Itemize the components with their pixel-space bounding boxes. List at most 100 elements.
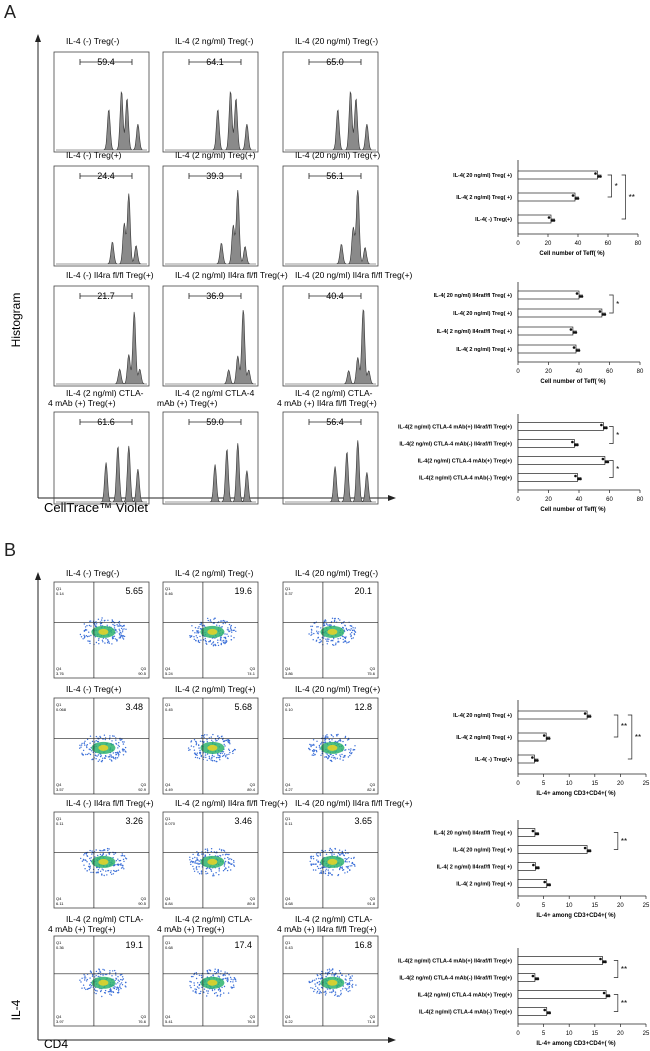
flow-dot <box>113 987 116 990</box>
q2-value: 19.6 <box>234 586 252 596</box>
gate-value: 61.6 <box>97 417 115 427</box>
flow-dot <box>226 979 228 981</box>
flow-dot <box>226 640 228 642</box>
flow-dot <box>325 735 327 737</box>
histogram-curve <box>285 440 376 503</box>
flow-dot <box>119 636 122 638</box>
flow-dot <box>115 742 117 745</box>
flow-dot <box>227 856 229 859</box>
flow-dot <box>195 988 198 991</box>
flow-dot <box>107 849 109 852</box>
flow-dot <box>350 752 352 755</box>
flow-dot <box>198 641 201 644</box>
flow-dot <box>98 968 100 970</box>
flow-density-core <box>327 744 338 751</box>
flow-dot <box>190 635 193 638</box>
flow-dot <box>111 991 113 993</box>
histogram-curve <box>56 311 147 385</box>
flow-dot <box>200 639 202 641</box>
gate-value: 56.4 <box>326 417 344 427</box>
flow-dot <box>337 852 340 854</box>
flow-dot <box>105 870 107 872</box>
flow-dot <box>219 988 221 991</box>
flow-panel: IL-4 (20 ng/ml) Il4ra fl/fl Treg(+) 3.65 Q… <box>282 798 413 909</box>
flow-dot <box>230 624 232 627</box>
il4-axis-label: IL-4 <box>9 999 23 1020</box>
flow-dot <box>315 640 318 642</box>
flow-dot <box>120 982 123 984</box>
flow-dot <box>203 756 205 758</box>
flow-dot <box>338 970 341 972</box>
flow-dot <box>230 986 232 988</box>
flow-dot <box>83 977 86 979</box>
histogram-grid: IL-4 (-) Treg(-) 59.4 IL-4 (2 ng/ml) Treg(… <box>48 36 413 505</box>
flow-dot <box>331 854 333 856</box>
flow-dot <box>95 735 98 738</box>
histogram-panel: IL-4 (2 ng/ml) CTLA-4 mAb (+) Treg(+) 61.… <box>48 388 150 505</box>
flow-dot <box>195 742 198 744</box>
flow-panel: IL-4 (2 ng/ml) CTLA-4 mAb (+) Treg(+) 19.… <box>48 914 150 1027</box>
flow-dot <box>320 872 323 874</box>
flow-dot <box>234 978 237 981</box>
flow-dot <box>118 980 121 982</box>
flow-dot <box>316 992 318 994</box>
flow-dot <box>86 988 89 990</box>
data-point <box>535 866 538 870</box>
flow-dot <box>100 973 102 976</box>
flow-dot <box>341 866 343 868</box>
flow-dot <box>86 870 88 872</box>
category-label: IL-4( -) Treg(+) <box>475 217 512 223</box>
bar <box>517 473 578 482</box>
flow-dot <box>326 734 328 736</box>
q4-value: 6.11 <box>56 901 64 906</box>
data-point <box>531 756 534 759</box>
flow-dot <box>198 992 200 995</box>
flow-dot <box>324 739 326 741</box>
flow-dot <box>345 852 347 854</box>
flow-dot <box>318 984 320 986</box>
flow-dot <box>223 992 225 994</box>
flow-dot <box>349 751 351 754</box>
category-label: IL-4( 2 ng/ml) Treg( +) <box>456 882 512 888</box>
flow-dot <box>114 628 116 631</box>
category-label: IL-4( 2 ng/ml) Il4raf/fl Treg( +) <box>437 329 512 335</box>
flow-dot <box>108 848 110 850</box>
flow-dot <box>85 853 88 855</box>
panel-letter-a: A <box>4 2 17 22</box>
flow-dot <box>197 853 199 855</box>
flow-dot <box>82 859 85 861</box>
flow-dot <box>228 742 230 744</box>
flow-dot <box>323 624 325 626</box>
flow-dot <box>320 870 322 872</box>
flow-dot <box>79 747 81 749</box>
x-tick-label: 40 <box>576 497 583 503</box>
flow-dot <box>192 857 194 860</box>
flow-dot <box>219 995 221 997</box>
bar-chart: 0 5 10 15 20 25 IL-4+ among CD3+CD4+( %) IL-4( … <box>453 700 650 797</box>
flow-dot <box>198 626 200 628</box>
flow-dot <box>352 637 354 639</box>
flow-dot <box>330 624 332 627</box>
flow-dot <box>331 850 334 852</box>
data-point <box>552 219 556 222</box>
flow-dot <box>315 869 317 871</box>
x-tick-label: 25 <box>643 903 650 909</box>
flow-dot <box>113 869 115 872</box>
flow-dot <box>207 617 209 620</box>
flow-dot <box>103 734 106 736</box>
flow-dot <box>198 984 200 986</box>
bar <box>517 214 552 224</box>
q2-value: 3.65 <box>354 816 372 826</box>
flow-dot <box>80 981 82 983</box>
data-point <box>577 477 580 481</box>
flow-dot <box>341 852 344 854</box>
flow-dot <box>112 991 115 994</box>
flow-dot <box>122 858 125 861</box>
flow-dot <box>344 872 346 874</box>
flow-dot <box>325 638 327 640</box>
flow-dot <box>90 620 92 622</box>
panel-letter-b: B <box>4 540 17 560</box>
flow-dot <box>200 974 202 977</box>
flow-dot <box>206 849 209 852</box>
flow-dot <box>117 982 119 984</box>
